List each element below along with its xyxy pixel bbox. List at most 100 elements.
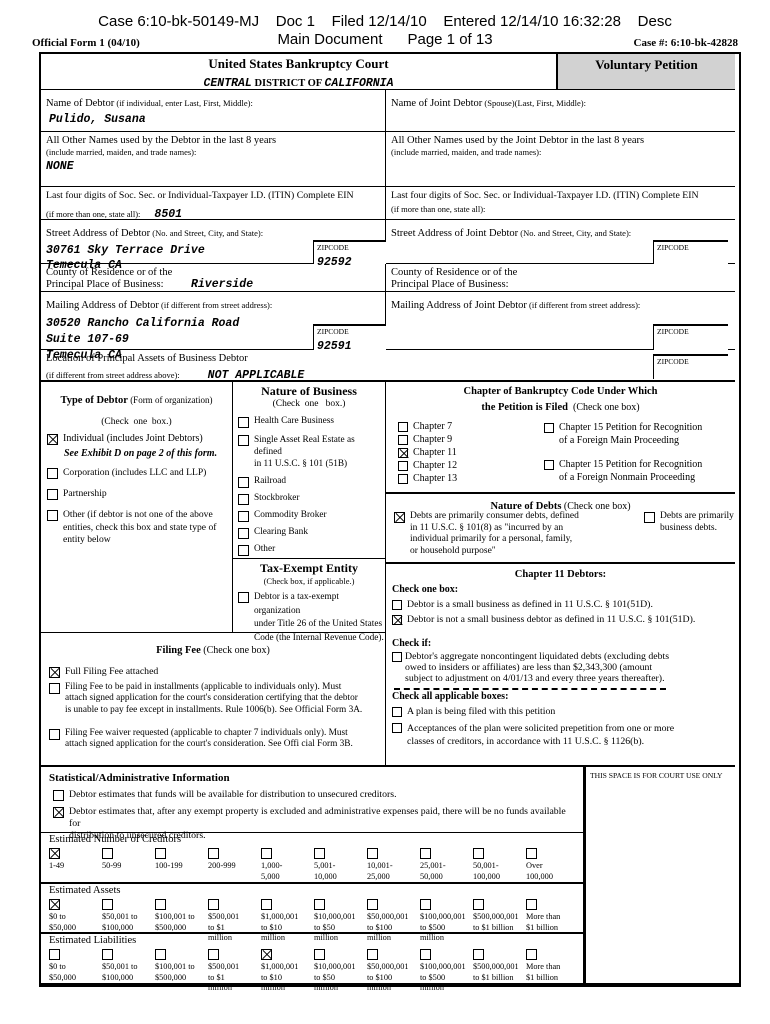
checkbox-full-fee[interactable] <box>49 667 60 678</box>
checkbox-chapter-15-nonmain[interactable] <box>544 460 554 470</box>
joint-mailing-address-cell: Mailing Address of Joint Debtor (if diff… <box>386 292 735 350</box>
checkbox[interactable] <box>420 899 431 911</box>
estimate-option: 1-49 <box>49 847 102 882</box>
checkbox[interactable] <box>367 848 378 860</box>
checkbox-individual[interactable] <box>47 434 58 445</box>
checkbox-chapter-11[interactable] <box>398 448 408 458</box>
checkbox-railroad[interactable] <box>238 477 249 488</box>
court-use-box: THIS SPACE IS FOR COURT USE ONLY <box>583 765 735 983</box>
checkbox-chapter-15-main[interactable] <box>544 423 554 433</box>
checkbox-chapter-12[interactable] <box>398 461 408 471</box>
checkbox-partnership[interactable] <box>47 489 58 500</box>
joint-mailing-address-paren: (if different from street address): <box>526 300 641 310</box>
checkbox-chapter-13[interactable] <box>398 474 408 484</box>
checkbox[interactable] <box>49 949 60 961</box>
checkbox[interactable] <box>261 949 272 961</box>
statistical-title: Statistical/Administrative Information <box>49 772 230 784</box>
checkbox-corporation[interactable] <box>47 468 58 479</box>
checkbox[interactable] <box>473 848 484 860</box>
checkbox-not-small-business[interactable] <box>392 615 402 625</box>
estimated-assets-section: Estimated Assets $0 to $50,000 $50,001 to… <box>41 882 583 942</box>
mailing-address-cell: Mailing Address of Debtor (if different … <box>41 292 386 362</box>
type-partnership-label: Partnership <box>63 488 107 499</box>
joint-ssn-sublabel: (if more than one, state all): <box>391 204 486 214</box>
checkbox-other-entity[interactable] <box>47 510 58 521</box>
chapter-15-main-label: Chapter 15 Petition for Recognition of a… <box>559 422 703 446</box>
checkbox[interactable] <box>420 949 431 961</box>
debtor-name-label: Name of Debtor <box>46 98 115 109</box>
checkbox-acceptances[interactable] <box>392 723 402 733</box>
debtor-name-value: Pulido, Susana <box>49 113 146 126</box>
checkbox-funds-available[interactable] <box>53 790 64 801</box>
joint-debtor-name-label: Name of Joint Debtor <box>391 98 483 109</box>
estimate-option-label: $50,000,001 to $100 million <box>367 912 409 943</box>
ssn-value: 8501 <box>154 208 183 221</box>
checkbox-nob-other[interactable] <box>238 545 249 556</box>
estimated-assets-options: $0 to $50,000 $50,001 to $100,000 $100,001… <box>41 898 583 943</box>
checkbox-consumer-debts[interactable] <box>394 512 405 523</box>
fee-waiver-label: Filing Fee waiver requested (applicable … <box>65 727 353 750</box>
checkbox-commodity-broker[interactable] <box>238 511 249 522</box>
estimate-option: Over 100,000 <box>526 847 579 882</box>
joint-street-address-paren: (No. and Street, City, and State): <box>518 228 632 238</box>
checkbox-chapter-9[interactable] <box>398 435 408 445</box>
debtor-zipcode-box: ZIPCODE 92592 <box>313 240 386 269</box>
checkbox[interactable] <box>102 949 113 961</box>
aggregate-debts-label: Debtor's aggregate noncontingent liquida… <box>405 651 670 684</box>
checkbox-clearing-bank[interactable] <box>238 528 249 539</box>
principal-assets-sublabel: (if different from street address above)… <box>46 370 180 381</box>
checkbox[interactable] <box>420 848 431 860</box>
estimate-option-label: $50,000,001 to $100 million <box>367 962 409 993</box>
checkbox-fee-waiver[interactable] <box>49 728 60 740</box>
checkbox[interactable] <box>367 899 378 911</box>
checkbox-fee-installments[interactable] <box>49 683 60 694</box>
checkbox[interactable] <box>49 899 60 911</box>
checkbox[interactable] <box>208 949 219 961</box>
type-of-debtor-sub: (Check one box.) <box>101 417 172 427</box>
estimate-option-label: $100,001 to $500,000 <box>155 962 195 982</box>
no-funds-available-label: Debtor estimates that, after any exempt … <box>69 806 566 841</box>
estimate-option: $0 to $50,000 <box>49 898 102 943</box>
street-address-value: 30761 Sky Terrace Drive Temecula CA <box>46 244 205 272</box>
checkbox-tax-exempt[interactable] <box>238 592 249 603</box>
checkbox-stockbroker[interactable] <box>238 494 249 505</box>
voluntary-petition-badge: Voluntary Petition <box>556 54 735 90</box>
checkbox[interactable] <box>208 848 219 860</box>
principal-assets-value: NOT APPLICABLE <box>207 369 305 383</box>
estimate-option: $50,000,001 to $100 million <box>367 948 420 993</box>
chapter-11-debtors-section: Chapter 11 Debtors: Check one box: Debto… <box>386 564 735 765</box>
checkbox[interactable] <box>155 899 166 911</box>
estimate-option: $10,000,001 to $50 million <box>314 898 367 943</box>
checkbox[interactable] <box>367 949 378 961</box>
checkbox[interactable] <box>314 949 325 961</box>
checkbox[interactable] <box>155 848 166 860</box>
checkbox[interactable] <box>261 899 272 911</box>
checkbox[interactable] <box>314 899 325 911</box>
checkbox-chapter-7[interactable] <box>398 422 408 432</box>
checkbox-aggregate-debts[interactable] <box>392 652 402 662</box>
checkbox[interactable] <box>526 899 537 911</box>
checkbox[interactable] <box>526 949 537 961</box>
checkbox[interactable] <box>155 949 166 961</box>
checkbox-no-funds-available[interactable] <box>53 807 64 818</box>
checkbox[interactable] <box>526 848 537 860</box>
checkbox[interactable] <box>473 949 484 961</box>
street-address-paren: (No. and Street, City, and State): <box>150 228 264 238</box>
estimated-liabilities-section: Estimated Liabilities $0 to $50,000 $50,0… <box>41 932 583 992</box>
fee-installments-label: Filing Fee to be paid in installments (a… <box>65 682 363 715</box>
checkbox-health-care[interactable] <box>238 417 249 428</box>
checkbox[interactable] <box>208 899 219 911</box>
checkbox-plan-filed[interactable] <box>392 707 402 717</box>
nob-railroad-label: Railroad <box>254 476 287 486</box>
checkbox[interactable] <box>261 848 272 860</box>
checkbox[interactable] <box>102 899 113 911</box>
checkbox-small-business[interactable] <box>392 600 402 610</box>
checkbox-business-debts[interactable] <box>644 512 655 523</box>
checkbox[interactable] <box>49 848 60 860</box>
checkbox[interactable] <box>473 899 484 911</box>
chapter-11-label: Chapter 11 <box>413 447 457 458</box>
checkbox[interactable] <box>314 848 325 860</box>
checkbox-single-asset[interactable] <box>238 435 249 446</box>
checkbox[interactable] <box>102 848 113 860</box>
